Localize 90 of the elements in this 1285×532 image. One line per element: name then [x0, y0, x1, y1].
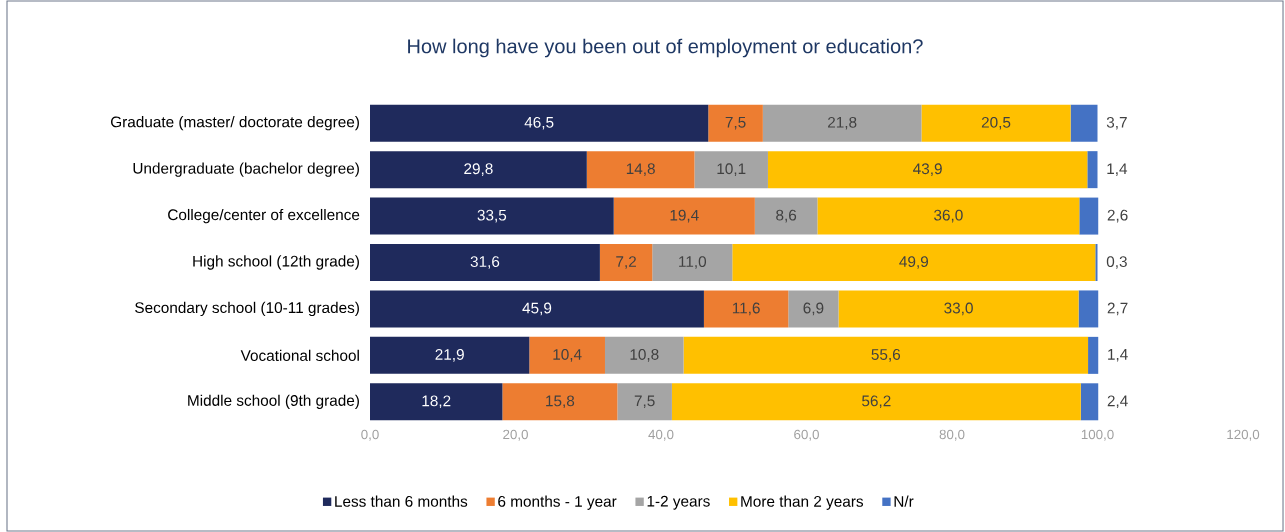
- bar: [1087, 151, 1098, 189]
- legend-label: 1-2 years: [647, 495, 710, 510]
- bar: [370, 290, 704, 328]
- bar: [754, 197, 818, 235]
- y-tick-label: Vocational school: [240, 349, 359, 361]
- data-label: 56,2: [862, 395, 891, 409]
- data-label: 36,0: [934, 209, 963, 223]
- bar: [767, 151, 1088, 189]
- bar: [370, 104, 709, 142]
- bar: [1095, 244, 1098, 282]
- bar: [613, 197, 755, 235]
- data-label: 10,8: [630, 349, 659, 362]
- bar: [617, 383, 672, 421]
- bar: [370, 151, 587, 189]
- legend-label: N/r: [894, 495, 914, 507]
- bar: [652, 244, 733, 282]
- bar: [1070, 104, 1098, 142]
- data-label: 19,4: [670, 209, 699, 223]
- bar: [370, 336, 530, 374]
- chart-title: How long have you been out of employment or education?: [408, 38, 923, 58]
- bar: [529, 336, 605, 374]
- bar: [788, 290, 839, 328]
- data-label: 21,9: [435, 349, 464, 362]
- bar: [671, 383, 1081, 421]
- data-label: 1,4: [1108, 349, 1128, 362]
- data-label: 7,5: [725, 116, 746, 130]
- data-label: 15,8: [546, 395, 575, 409]
- bar: [762, 104, 922, 142]
- data-label: 21,8: [828, 116, 857, 130]
- data-label: 1,4: [1107, 163, 1128, 176]
- y-tick-label: High school (12th grade): [193, 255, 359, 270]
- bar: [694, 151, 768, 189]
- data-label: 2,4: [1107, 395, 1128, 409]
- bar: [604, 336, 684, 374]
- y-tick-label: Middle school (9th grade): [188, 394, 359, 409]
- data-label: 33,5: [477, 209, 507, 223]
- data-label: 20,5: [981, 116, 1011, 130]
- bar: [838, 290, 1079, 328]
- legend-label: More than 2 years: [741, 495, 864, 510]
- data-label: 11,0: [679, 256, 707, 269]
- data-label: 3,7: [1106, 116, 1127, 130]
- y-tick-label: Graduate (master/ doctorate degree): [111, 116, 359, 131]
- y-tick-label: Undergraduate (bachelor degree): [133, 162, 359, 177]
- x-tick-label: 20,0: [503, 429, 528, 441]
- data-label: 10,1: [717, 163, 746, 176]
- bar: [370, 197, 614, 235]
- bar: [1088, 336, 1099, 374]
- data-label: 55,6: [871, 349, 901, 362]
- x-tick-label: 100,0: [1081, 429, 1114, 441]
- data-label: 6,9: [803, 302, 824, 316]
- data-label: 43,9: [913, 163, 942, 176]
- x-tick-label: 120,0: [1227, 429, 1260, 441]
- data-label: 49,9: [899, 256, 929, 269]
- data-label: 7,5: [634, 395, 655, 409]
- data-label: 7,2: [616, 256, 636, 269]
- data-label: 31,6: [470, 256, 500, 269]
- legend-label: Less than 6 months: [335, 495, 468, 507]
- bar: [817, 197, 1080, 235]
- x-tick-label: 60,0: [794, 429, 819, 441]
- bar: [683, 336, 1089, 374]
- x-tick-label: 0,0: [361, 429, 379, 441]
- data-label: 11,6: [732, 302, 760, 316]
- bar: [1079, 197, 1099, 235]
- bar: [502, 383, 618, 421]
- data-label: 18,2: [422, 395, 451, 409]
- bar: [1080, 383, 1099, 421]
- data-label: 2,7: [1107, 302, 1128, 316]
- data-label: 14,8: [626, 163, 655, 176]
- data-label: 0,3: [1106, 256, 1127, 269]
- bar: [732, 244, 1096, 282]
- data-label: 46,5: [524, 116, 554, 130]
- data-label: 45,9: [522, 302, 552, 316]
- bar: [370, 383, 503, 421]
- bar: [599, 244, 653, 282]
- bar: [1078, 290, 1099, 328]
- legend-label: 6 months - 1 year: [498, 495, 617, 510]
- data-label: 2,6: [1107, 209, 1128, 223]
- bar: [708, 104, 763, 142]
- data-label: 29,8: [464, 163, 493, 176]
- bar: [921, 104, 1071, 142]
- y-tick-label: College/center of excellence: [168, 208, 360, 224]
- data-label: 10,4: [553, 349, 582, 362]
- bar: [586, 151, 695, 189]
- bar: [370, 244, 600, 282]
- x-tick-label: 40,0: [648, 429, 674, 441]
- y-tick-label: Secondary school (10-11 grades): [135, 301, 359, 317]
- x-tick-label: 80,0: [939, 429, 965, 441]
- bar: [703, 290, 789, 328]
- data-label: 33,0: [944, 302, 973, 316]
- data-label: 8,6: [776, 209, 797, 223]
